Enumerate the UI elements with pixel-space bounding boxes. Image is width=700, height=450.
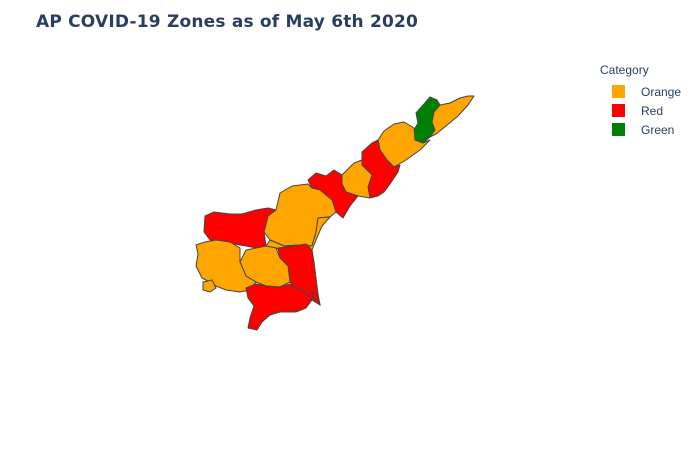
legend-title: Category [600,63,649,77]
legend-item-green[interactable]: Green [600,120,681,139]
legend-label-orange: Orange [641,84,682,99]
legend: Category Orange Red Green [600,63,681,139]
district-9b [311,290,321,307]
map-title: AP COVID-19 Zones as of May 6th 2020 [36,12,419,32]
district-12[interactable] [245,283,313,331]
legend-swatch-green [612,123,625,136]
legend-item-red[interactable]: Red [600,101,681,120]
legend-swatch-orange [612,85,625,98]
district-1[interactable] [429,95,475,138]
legend-swatch-red [612,104,625,117]
legend-item-orange[interactable]: Orange [600,82,681,101]
legend-label-green: Green [641,122,675,137]
district-11b[interactable] [202,279,217,293]
legend-label-red: Red [641,103,664,118]
